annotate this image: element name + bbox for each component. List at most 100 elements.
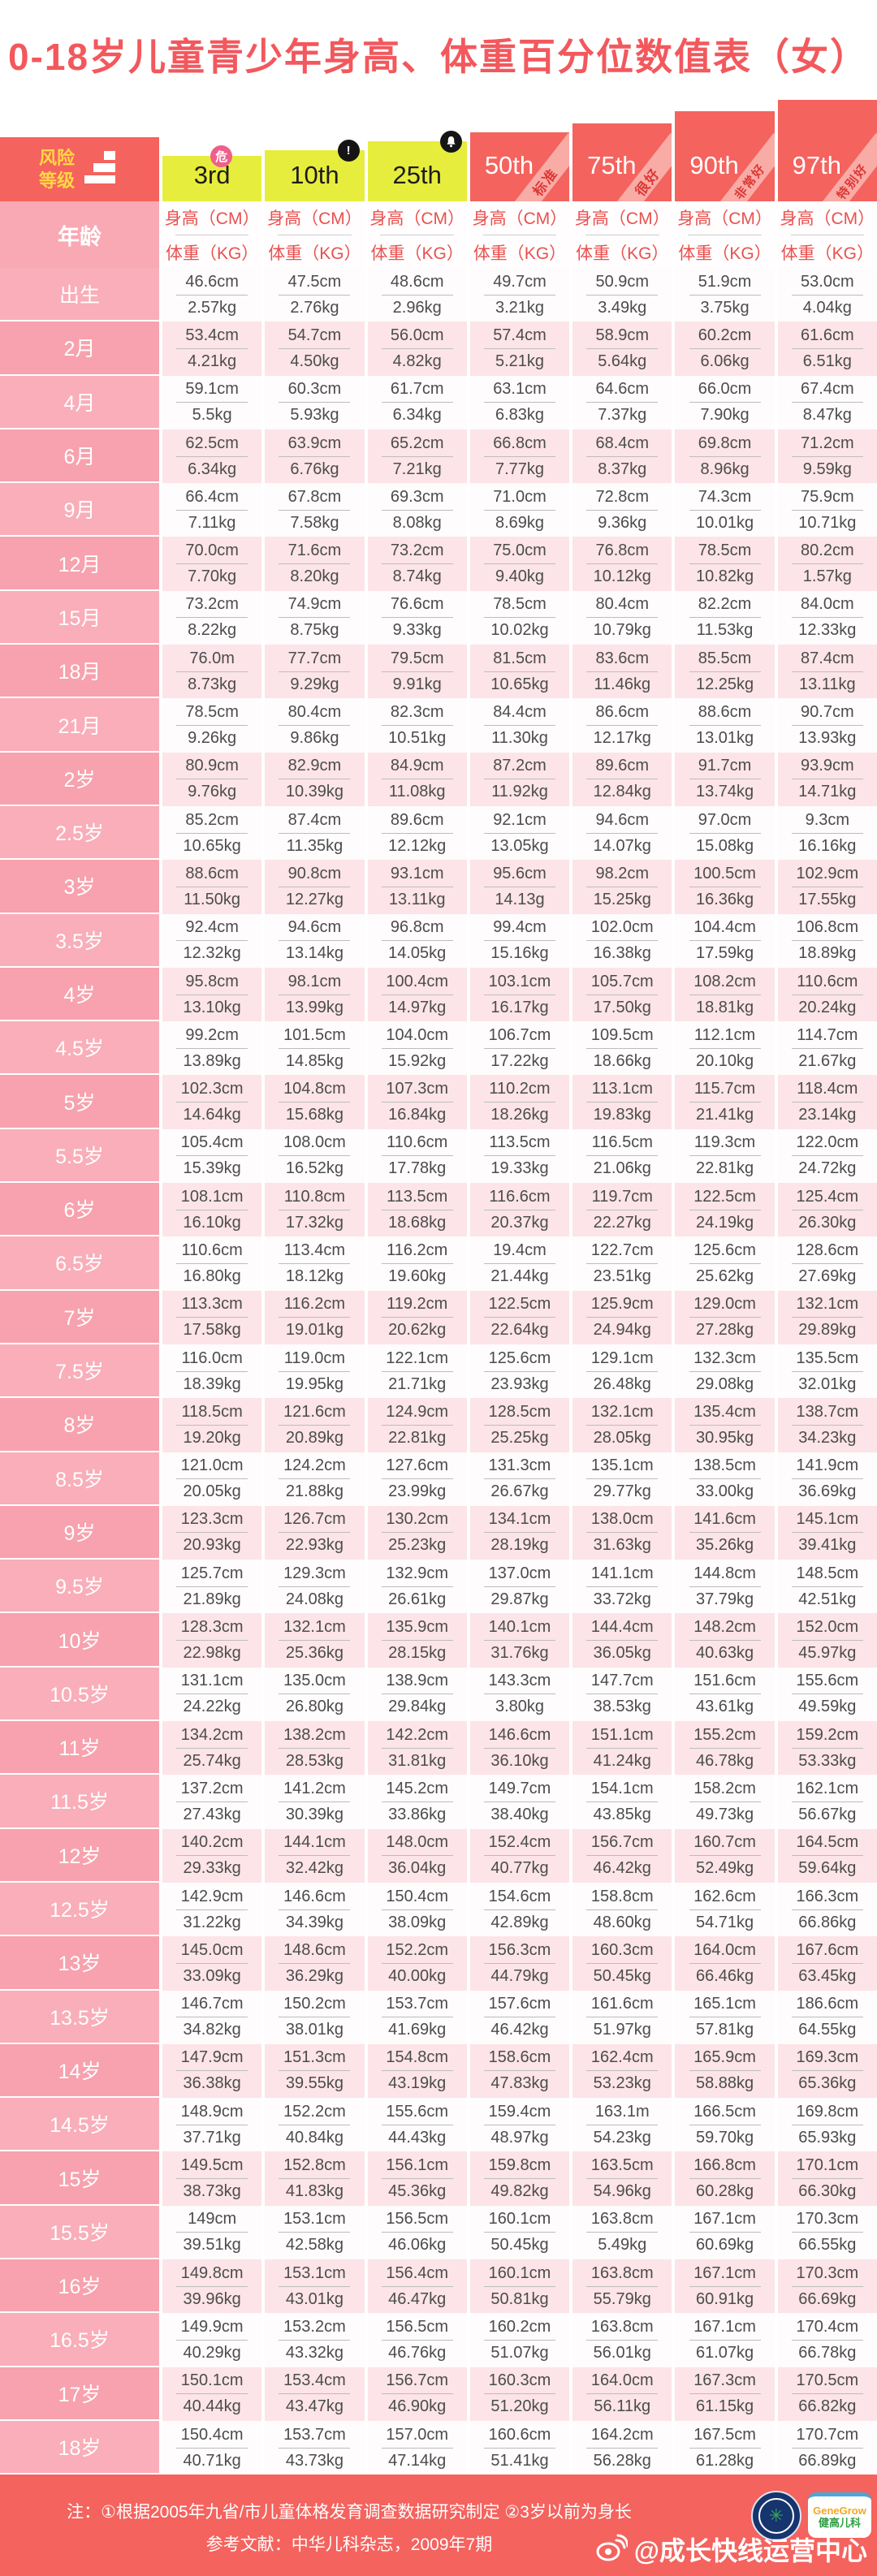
weight-value: 43.19kg	[388, 2074, 447, 2093]
weight-value: 46.42kg	[490, 2021, 549, 2039]
data-cell: 61.6cm 6.51kg	[774, 321, 877, 376]
divider	[689, 1047, 761, 1049]
weight-value: 25.36kg	[285, 1644, 343, 1663]
weight-value: 15.08kg	[695, 836, 754, 855]
height-value: 153.4cm	[283, 2371, 346, 2390]
height-value: 70.0cm	[185, 542, 239, 560]
divider	[586, 1317, 659, 1318]
height-value: 69.3cm	[390, 487, 444, 506]
height-value: 156.3cm	[488, 1940, 551, 1959]
height-value: 134.1cm	[488, 1510, 551, 1529]
weight-value: 60.69kg	[695, 2236, 754, 2255]
weight-value: 13.99kg	[285, 998, 343, 1016]
table-row: 4月 59.1cm 5.5kg 60.3cm 5.93kg 61.7cm 6.34kg 63.…	[0, 375, 877, 429]
data-cell: 66.4cm 7.11kg	[159, 483, 262, 537]
weight-value: 39.96kg	[183, 2289, 241, 2308]
height-value: 49.7cm	[493, 272, 547, 291]
height-value: 103.1cm	[488, 972, 551, 990]
divider	[689, 1155, 761, 1157]
height-value: 66.4cm	[185, 487, 239, 506]
weight-value: 36.69kg	[798, 1482, 857, 1501]
data-cell: 84.0cm 12.33kg	[774, 590, 877, 645]
weight-value: 25.23kg	[388, 1536, 447, 1555]
age-cell: 18月	[0, 645, 159, 699]
weight-value: 13.93kg	[798, 729, 857, 748]
data-cell: 143.3cm 3.80kg	[466, 1667, 570, 1722]
divider	[176, 294, 248, 296]
data-cell: 150.4cm 38.09kg	[364, 1882, 467, 1937]
subheader-cell: 身高（CM） 体重（KG）	[364, 201, 467, 268]
data-cell: 76.8cm 10.12kg	[569, 537, 672, 591]
divider	[381, 1909, 453, 1910]
height-value: 121.6cm	[283, 1402, 346, 1421]
weight-value: 64.55kg	[798, 2021, 857, 2039]
age-cell: 16.5岁	[0, 2313, 159, 2367]
divider	[176, 725, 248, 727]
height-value: 161.6cm	[590, 1995, 654, 2013]
data-cell: 169.3cm 65.36kg	[774, 2043, 877, 2099]
weight-value: 17.59kg	[695, 944, 754, 963]
weight-value: 12.12kg	[388, 836, 447, 855]
divider	[381, 347, 453, 349]
height-value: 123.3cm	[180, 1510, 244, 1529]
height-value: 170.7cm	[796, 2425, 859, 2444]
data-cell: 73.2cm 8.74kg	[364, 537, 467, 591]
age-cell: 8岁	[0, 1398, 159, 1452]
weight-value: 19.20kg	[183, 1428, 241, 1447]
data-cell: 81.5cm 10.65kg	[466, 645, 570, 699]
subheader-cell: 身高（CM） 体重（KG）	[569, 201, 672, 268]
height-value: 116.5cm	[591, 1133, 653, 1152]
data-cell: 153.2cm 43.32kg	[261, 2313, 365, 2367]
weight-value: 50.45kg	[490, 2236, 549, 2255]
height-value: 108.0cm	[283, 1133, 346, 1152]
height-value: 95.8cm	[185, 972, 239, 990]
weight-value: 9.76kg	[188, 783, 237, 801]
height-value: 145.0cm	[180, 1940, 244, 1959]
height-value: 124.9cm	[386, 1402, 449, 1421]
weight-value: 18.81kg	[695, 998, 754, 1016]
data-cell: 157.6cm 46.42kg	[466, 1990, 570, 2044]
height-value: 119.0cm	[283, 1348, 346, 1367]
data-cell: 156.5cm 46.06kg	[364, 2205, 467, 2259]
weight-value: 8.47kg	[802, 406, 852, 425]
data-cell: 71.0cm 8.69kg	[466, 483, 570, 537]
height-value: 153.7cm	[283, 2425, 346, 2444]
weight-value: 38.40kg	[490, 1805, 549, 1823]
data-cell: 104.8cm 15.68kg	[261, 1075, 365, 1129]
height-value: 119.7cm	[591, 1187, 653, 1206]
data-cell: 154.8cm 43.19kg	[364, 2043, 467, 2099]
weight-value: 8.73kg	[188, 675, 237, 693]
weight-value: 3.49kg	[598, 298, 647, 317]
data-cell: 80.4cm 10.79kg	[569, 590, 672, 645]
divider	[586, 725, 659, 727]
divider	[791, 725, 863, 727]
weight-value: 15.39kg	[183, 1159, 241, 1178]
height-value: 69.8cm	[698, 434, 752, 452]
data-cell: 90.7cm 13.93kg	[774, 698, 877, 753]
height-value: 167.5cm	[693, 2425, 756, 2444]
weight-value: 12.27kg	[285, 890, 343, 908]
age-cell: 13岁	[0, 1936, 159, 1991]
height-value: 67.4cm	[801, 380, 854, 399]
data-cell: 9.3cm 16.16kg	[774, 805, 877, 861]
height-value: 127.6cm	[386, 1456, 449, 1475]
height-value: 102.0cm	[590, 918, 654, 937]
data-cell: 152.2cm 40.00kg	[364, 1936, 467, 1991]
divider	[483, 1424, 555, 1426]
weight-value: 29.08kg	[695, 1374, 754, 1393]
age-cell: 9月	[0, 483, 159, 537]
height-unit-label: 身高（CM）	[472, 209, 568, 228]
height-value: 129.1cm	[590, 1348, 654, 1367]
weight-value: 19.33kg	[490, 1159, 549, 1178]
data-cell: 132.9cm 26.61kg	[364, 1560, 467, 1614]
height-value: 122.5cm	[488, 1295, 551, 1314]
data-cell: 92.1cm 13.05kg	[466, 805, 570, 861]
data-cell: 164.0cm 66.46kg	[672, 1936, 775, 1991]
height-value: 116.2cm	[387, 1241, 448, 1259]
data-cell: 78.5cm 10.02kg	[466, 590, 570, 645]
data-cell: 95.8cm 13.10kg	[159, 967, 262, 1022]
weight-value: 43.61kg	[695, 1698, 754, 1716]
weight-value: 45.97kg	[798, 1644, 857, 1663]
divider	[279, 347, 351, 349]
height-value: 61.6cm	[801, 326, 854, 344]
